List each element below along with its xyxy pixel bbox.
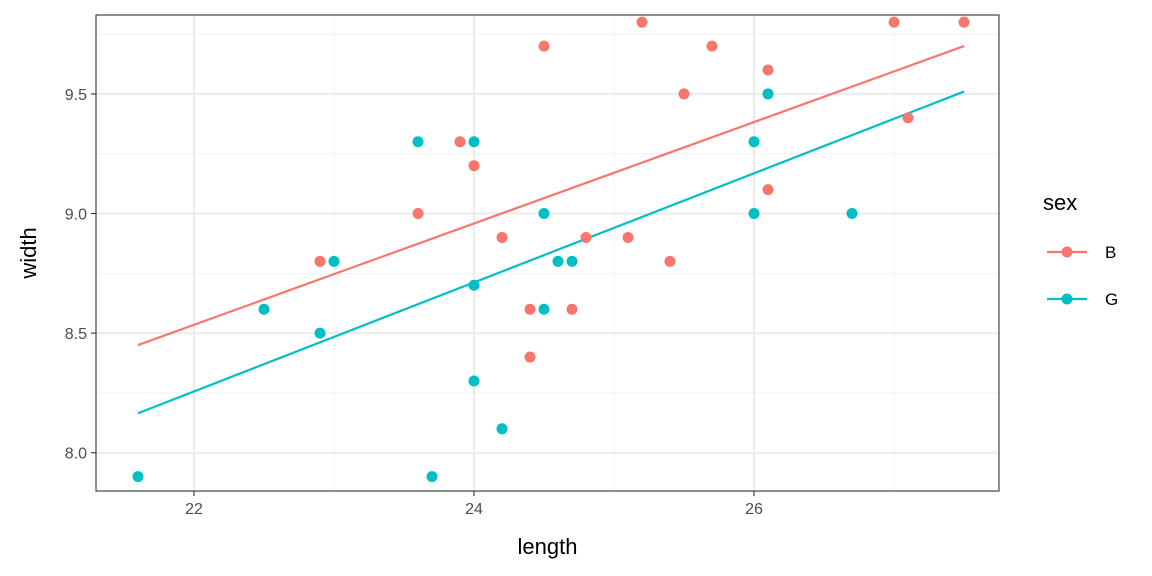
data-point-G <box>552 255 564 267</box>
data-point-B <box>664 255 676 267</box>
data-point-G <box>538 303 550 315</box>
data-point-B <box>706 40 718 52</box>
legend-key-point-B <box>1061 246 1073 258</box>
x-tick-label: 24 <box>465 501 483 518</box>
y-tick-label: 9.5 <box>65 87 87 104</box>
legend-key-point-G <box>1061 293 1073 305</box>
legend-items: BG <box>1047 243 1118 309</box>
y-tick-label: 8.0 <box>65 446 87 463</box>
grid-lines <box>96 15 999 491</box>
data-point-G <box>748 136 760 148</box>
data-point-G <box>426 471 438 483</box>
fit-line-G <box>137 90 965 415</box>
y-tick-label: 8.5 <box>65 326 87 343</box>
data-point-B <box>314 255 326 267</box>
data-point-B <box>622 231 634 243</box>
data-point-G <box>846 208 858 220</box>
fit-lines <box>137 45 965 415</box>
panel-border <box>95 14 1000 492</box>
legend-label-G: G <box>1105 290 1118 309</box>
data-point-G <box>132 471 144 483</box>
data-point-G <box>328 255 340 267</box>
data-point-G <box>412 136 424 148</box>
data-point-G <box>314 327 326 339</box>
data-point-B <box>888 16 900 28</box>
data-point-B <box>454 136 466 148</box>
data-point-B <box>580 231 592 243</box>
data-point-G <box>496 423 508 435</box>
x-tick-label: 26 <box>745 501 763 518</box>
data-point-B <box>538 40 550 52</box>
y-tick-label: 9.0 <box>65 207 87 224</box>
data-point-G <box>258 303 270 315</box>
data-point-B <box>902 112 914 124</box>
data-point-G <box>468 279 480 291</box>
data-point-B <box>762 184 774 196</box>
data-point-G <box>748 208 760 220</box>
data-point-B <box>958 16 970 28</box>
legend-title: sex <box>1043 190 1077 215</box>
axes: 22 24 26 8.0 8.5 9.0 9.5 <box>65 87 763 518</box>
data-point-G <box>538 208 550 220</box>
data-points <box>132 16 970 483</box>
x-tick-label: 22 <box>185 501 203 518</box>
y-axis-title: width <box>16 227 41 279</box>
fit-line-B <box>137 45 965 347</box>
data-point-B <box>636 16 648 28</box>
data-point-B <box>496 231 508 243</box>
data-point-B <box>566 303 578 315</box>
data-point-B <box>468 160 480 172</box>
data-point-G <box>468 136 480 148</box>
data-point-B <box>678 88 690 100</box>
data-point-B <box>412 208 424 220</box>
legend-label-B: B <box>1105 243 1116 262</box>
x-axis-title: length <box>518 534 578 559</box>
data-point-B <box>524 303 536 315</box>
data-point-G <box>762 88 774 100</box>
data-point-B <box>762 64 774 76</box>
data-point-G <box>468 375 480 387</box>
legend: sex BG <box>1043 190 1118 309</box>
data-point-G <box>566 255 578 267</box>
data-point-B <box>524 351 536 363</box>
